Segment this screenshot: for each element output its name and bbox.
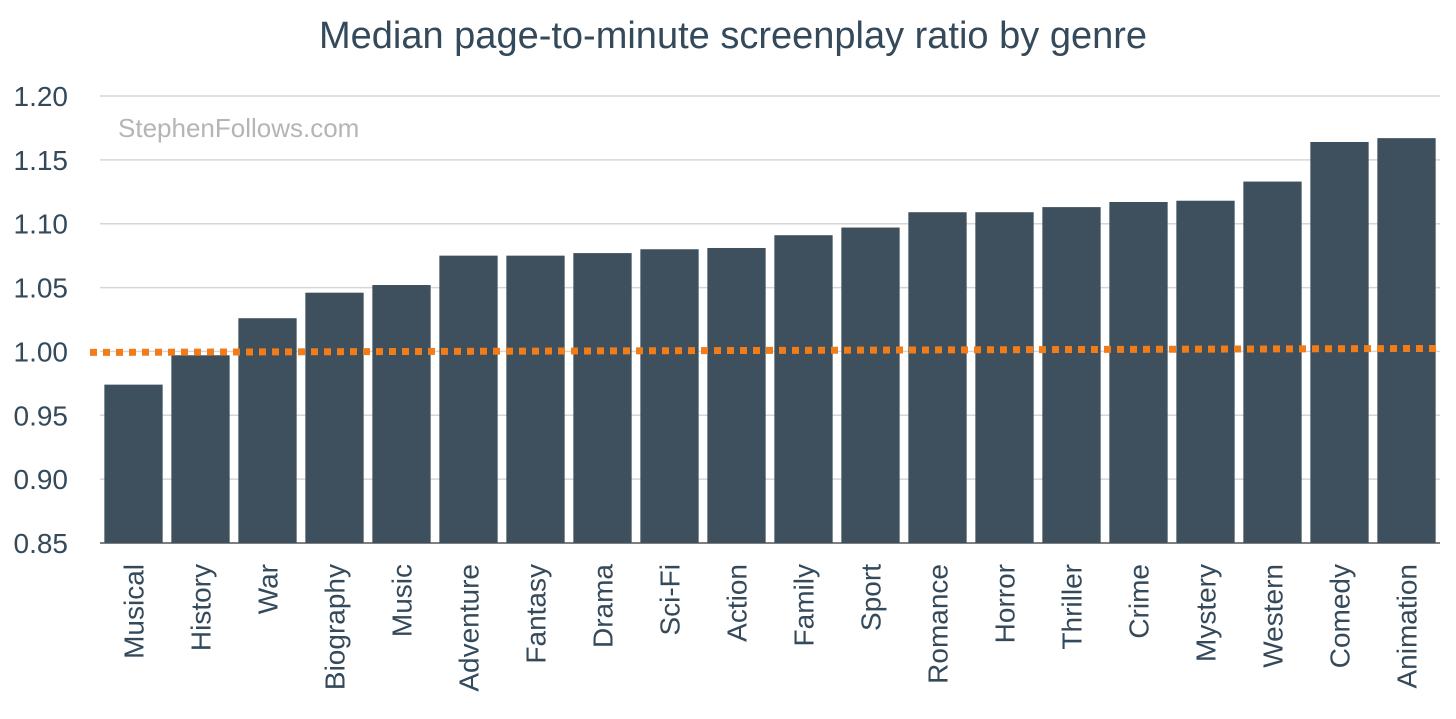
x-tick-label: History [186, 564, 217, 651]
x-tick-label: Horror [990, 564, 1021, 643]
bar-sport [841, 227, 900, 543]
y-tick-label: 0.85 [14, 528, 69, 559]
x-tick-label: Crime [1124, 564, 1155, 639]
y-tick-label: 1.10 [14, 209, 69, 240]
reference-line [89, 344, 1443, 356]
x-tick-label: War [253, 564, 284, 614]
reference-line-dotted [89, 344, 1443, 356]
y-tick-label: 1.20 [14, 81, 69, 112]
bar-music [372, 285, 431, 543]
x-tick-label: Family [789, 564, 820, 646]
x-axis: Musical History War Biography Music Adventure… [119, 564, 1423, 692]
chart-title: Median page-to-minute screenplay ratio b… [319, 15, 1147, 57]
bar-mystery [1176, 200, 1235, 543]
bar-romance [908, 212, 967, 543]
x-tick-label: Mystery [1191, 564, 1222, 662]
bar-biography [305, 292, 364, 543]
bar-sci-fi [640, 249, 699, 543]
y-tick-label: 1.05 [14, 273, 69, 304]
bars [104, 138, 1436, 544]
bar-horror [975, 212, 1034, 543]
bar-western [1243, 181, 1302, 543]
x-tick-label: Musical [119, 564, 150, 659]
bar-animation [1377, 138, 1436, 543]
gridlines [100, 95, 1440, 544]
y-tick-label: 1.00 [14, 336, 69, 367]
x-tick-label: Adventure [454, 564, 485, 692]
x-tick-label: Comedy [1325, 564, 1356, 668]
x-tick-label: Action [722, 564, 753, 642]
x-tick-label: Western [1258, 564, 1289, 668]
y-tick-label: 0.95 [14, 400, 69, 431]
bar-musical [104, 384, 163, 543]
x-tick-label: Romance [923, 564, 954, 684]
bar-adventure [439, 255, 498, 543]
bar-history [171, 355, 230, 543]
x-tick-label: Drama [588, 564, 619, 648]
x-tick-label: Music [387, 564, 418, 637]
bar-comedy [1310, 141, 1369, 543]
x-tick-label: Animation [1392, 564, 1423, 689]
bar-fantasy [506, 255, 565, 543]
bar-family [774, 235, 833, 544]
bar-action [707, 247, 766, 544]
bar-thriller [1042, 207, 1101, 543]
y-tick-label: 0.90 [14, 464, 69, 495]
y-axis: 1.20 1.15 1.10 1.05 1.00 0.95 0.90 0.85 [14, 81, 69, 559]
x-tick-label: Sport [856, 564, 887, 631]
x-tick-label: Biography [320, 564, 351, 690]
x-tick-label: Thriller [1057, 564, 1088, 650]
bar-war [238, 318, 297, 543]
x-tick-label: Sci-Fi [655, 564, 686, 636]
bar-drama [573, 253, 632, 544]
x-tick-label: Fantasy [521, 564, 552, 664]
watermark: StephenFollows.com [118, 113, 359, 143]
y-tick-label: 1.15 [14, 145, 69, 176]
bar-crime [1109, 202, 1168, 543]
